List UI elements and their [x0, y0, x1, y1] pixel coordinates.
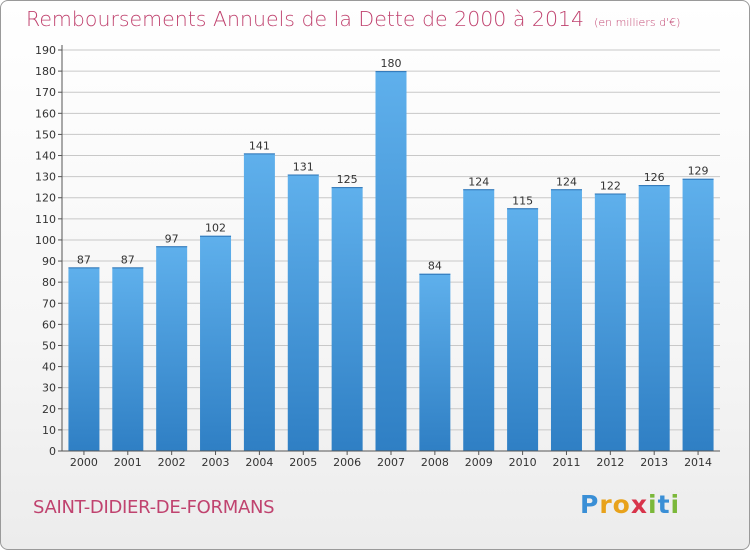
bar [682, 178, 714, 451]
data-label: 97 [165, 232, 179, 245]
data-label: 125 [337, 173, 358, 186]
y-tick-label: 50 [42, 339, 56, 352]
x-tick-label: 2001 [114, 456, 142, 469]
data-label: 122 [600, 180, 621, 193]
logo-letter: P [580, 490, 600, 519]
y-tick-label: 170 [35, 86, 56, 99]
bar [112, 267, 144, 451]
y-tick-label: 0 [49, 445, 56, 458]
bar [419, 273, 451, 451]
y-tick-label: 160 [35, 107, 56, 120]
y-tick-label: 80 [42, 276, 56, 289]
y-tick-label: 10 [42, 424, 56, 437]
x-tick-label: 2011 [552, 456, 580, 469]
bar [287, 174, 319, 451]
y-axis: 0 10 20 30 40 50 60 70 80 90 100 110 120 130 140 150 160… [35, 44, 63, 458]
y-tick-label: 140 [35, 150, 56, 163]
y-tick-label: 150 [35, 128, 56, 141]
data-label: 124 [556, 175, 577, 188]
y-tick-label: 40 [42, 361, 56, 374]
x-tick-label: 2010 [509, 456, 537, 469]
bar [156, 246, 188, 451]
bar [200, 235, 232, 451]
data-label: 84 [428, 260, 442, 273]
x-tick-label: 2006 [333, 456, 361, 469]
y-tick-label: 130 [35, 171, 56, 184]
y-tick-label: 70 [42, 297, 56, 310]
x-tick-label: 2000 [70, 456, 98, 469]
proxiti-logo: Proxiti [580, 490, 680, 519]
logo-letter: i [670, 490, 681, 519]
logo-letter: o [612, 490, 631, 519]
bar [68, 267, 100, 451]
data-label: 87 [121, 253, 135, 266]
value-labels: 87 87 97 102 141 131 125 180 84 124 115 124 122 126 12… [77, 57, 709, 273]
y-tick-label: 30 [42, 382, 56, 395]
unit-subtitle: (en milliers d'€) [594, 16, 681, 29]
y-tick-label: 20 [42, 403, 56, 416]
bar [243, 153, 275, 452]
bars [68, 71, 714, 452]
title-text: Remboursements Annuels de la Dette de 20… [26, 7, 585, 31]
x-tick-label: 2008 [421, 456, 449, 469]
commune-name: SAINT-DIDIER-DE-FORMANS [33, 497, 275, 518]
x-tick-label: 2004 [245, 456, 273, 469]
logo-letter: r [599, 490, 613, 519]
bar [463, 189, 495, 451]
x-tick-label: 2009 [465, 456, 493, 469]
x-tick-label: 2003 [202, 456, 230, 469]
bar [375, 71, 407, 452]
chart-title: Remboursements Annuels de la Dette de 20… [26, 7, 680, 31]
y-tick-label: 90 [42, 255, 56, 268]
bar [550, 189, 582, 451]
data-label: 124 [468, 175, 489, 188]
data-label: 141 [249, 139, 270, 152]
x-tick-label: 2013 [640, 456, 668, 469]
logo-letter: t [657, 490, 671, 519]
bar [594, 193, 626, 451]
data-label: 180 [381, 57, 402, 70]
data-label: 129 [688, 165, 709, 178]
y-tick-label: 60 [42, 318, 56, 331]
data-label: 87 [77, 253, 91, 266]
y-tick-label: 110 [35, 213, 56, 226]
bar [638, 185, 670, 452]
data-label: 102 [205, 222, 226, 235]
data-label: 131 [293, 161, 314, 174]
x-tick-label: 2012 [596, 456, 624, 469]
y-tick-label: 180 [35, 65, 56, 78]
bar [507, 208, 539, 451]
data-label: 115 [512, 194, 533, 207]
x-axis: 2000 2001 2002 2003 2004 2005 2006 2007 2008 2009… [62, 450, 720, 469]
y-tick-label: 120 [35, 192, 56, 205]
x-tick-label: 2005 [289, 456, 317, 469]
x-tick-label: 2014 [684, 456, 712, 469]
logo-letter: x [630, 490, 648, 519]
y-tick-label: 190 [35, 44, 56, 57]
data-label: 126 [644, 171, 665, 184]
x-tick-label: 2007 [377, 456, 405, 469]
bar [331, 187, 363, 451]
y-tick-label: 100 [35, 234, 56, 247]
x-tick-label: 2002 [158, 456, 186, 469]
logo-letter: i [648, 490, 658, 519]
